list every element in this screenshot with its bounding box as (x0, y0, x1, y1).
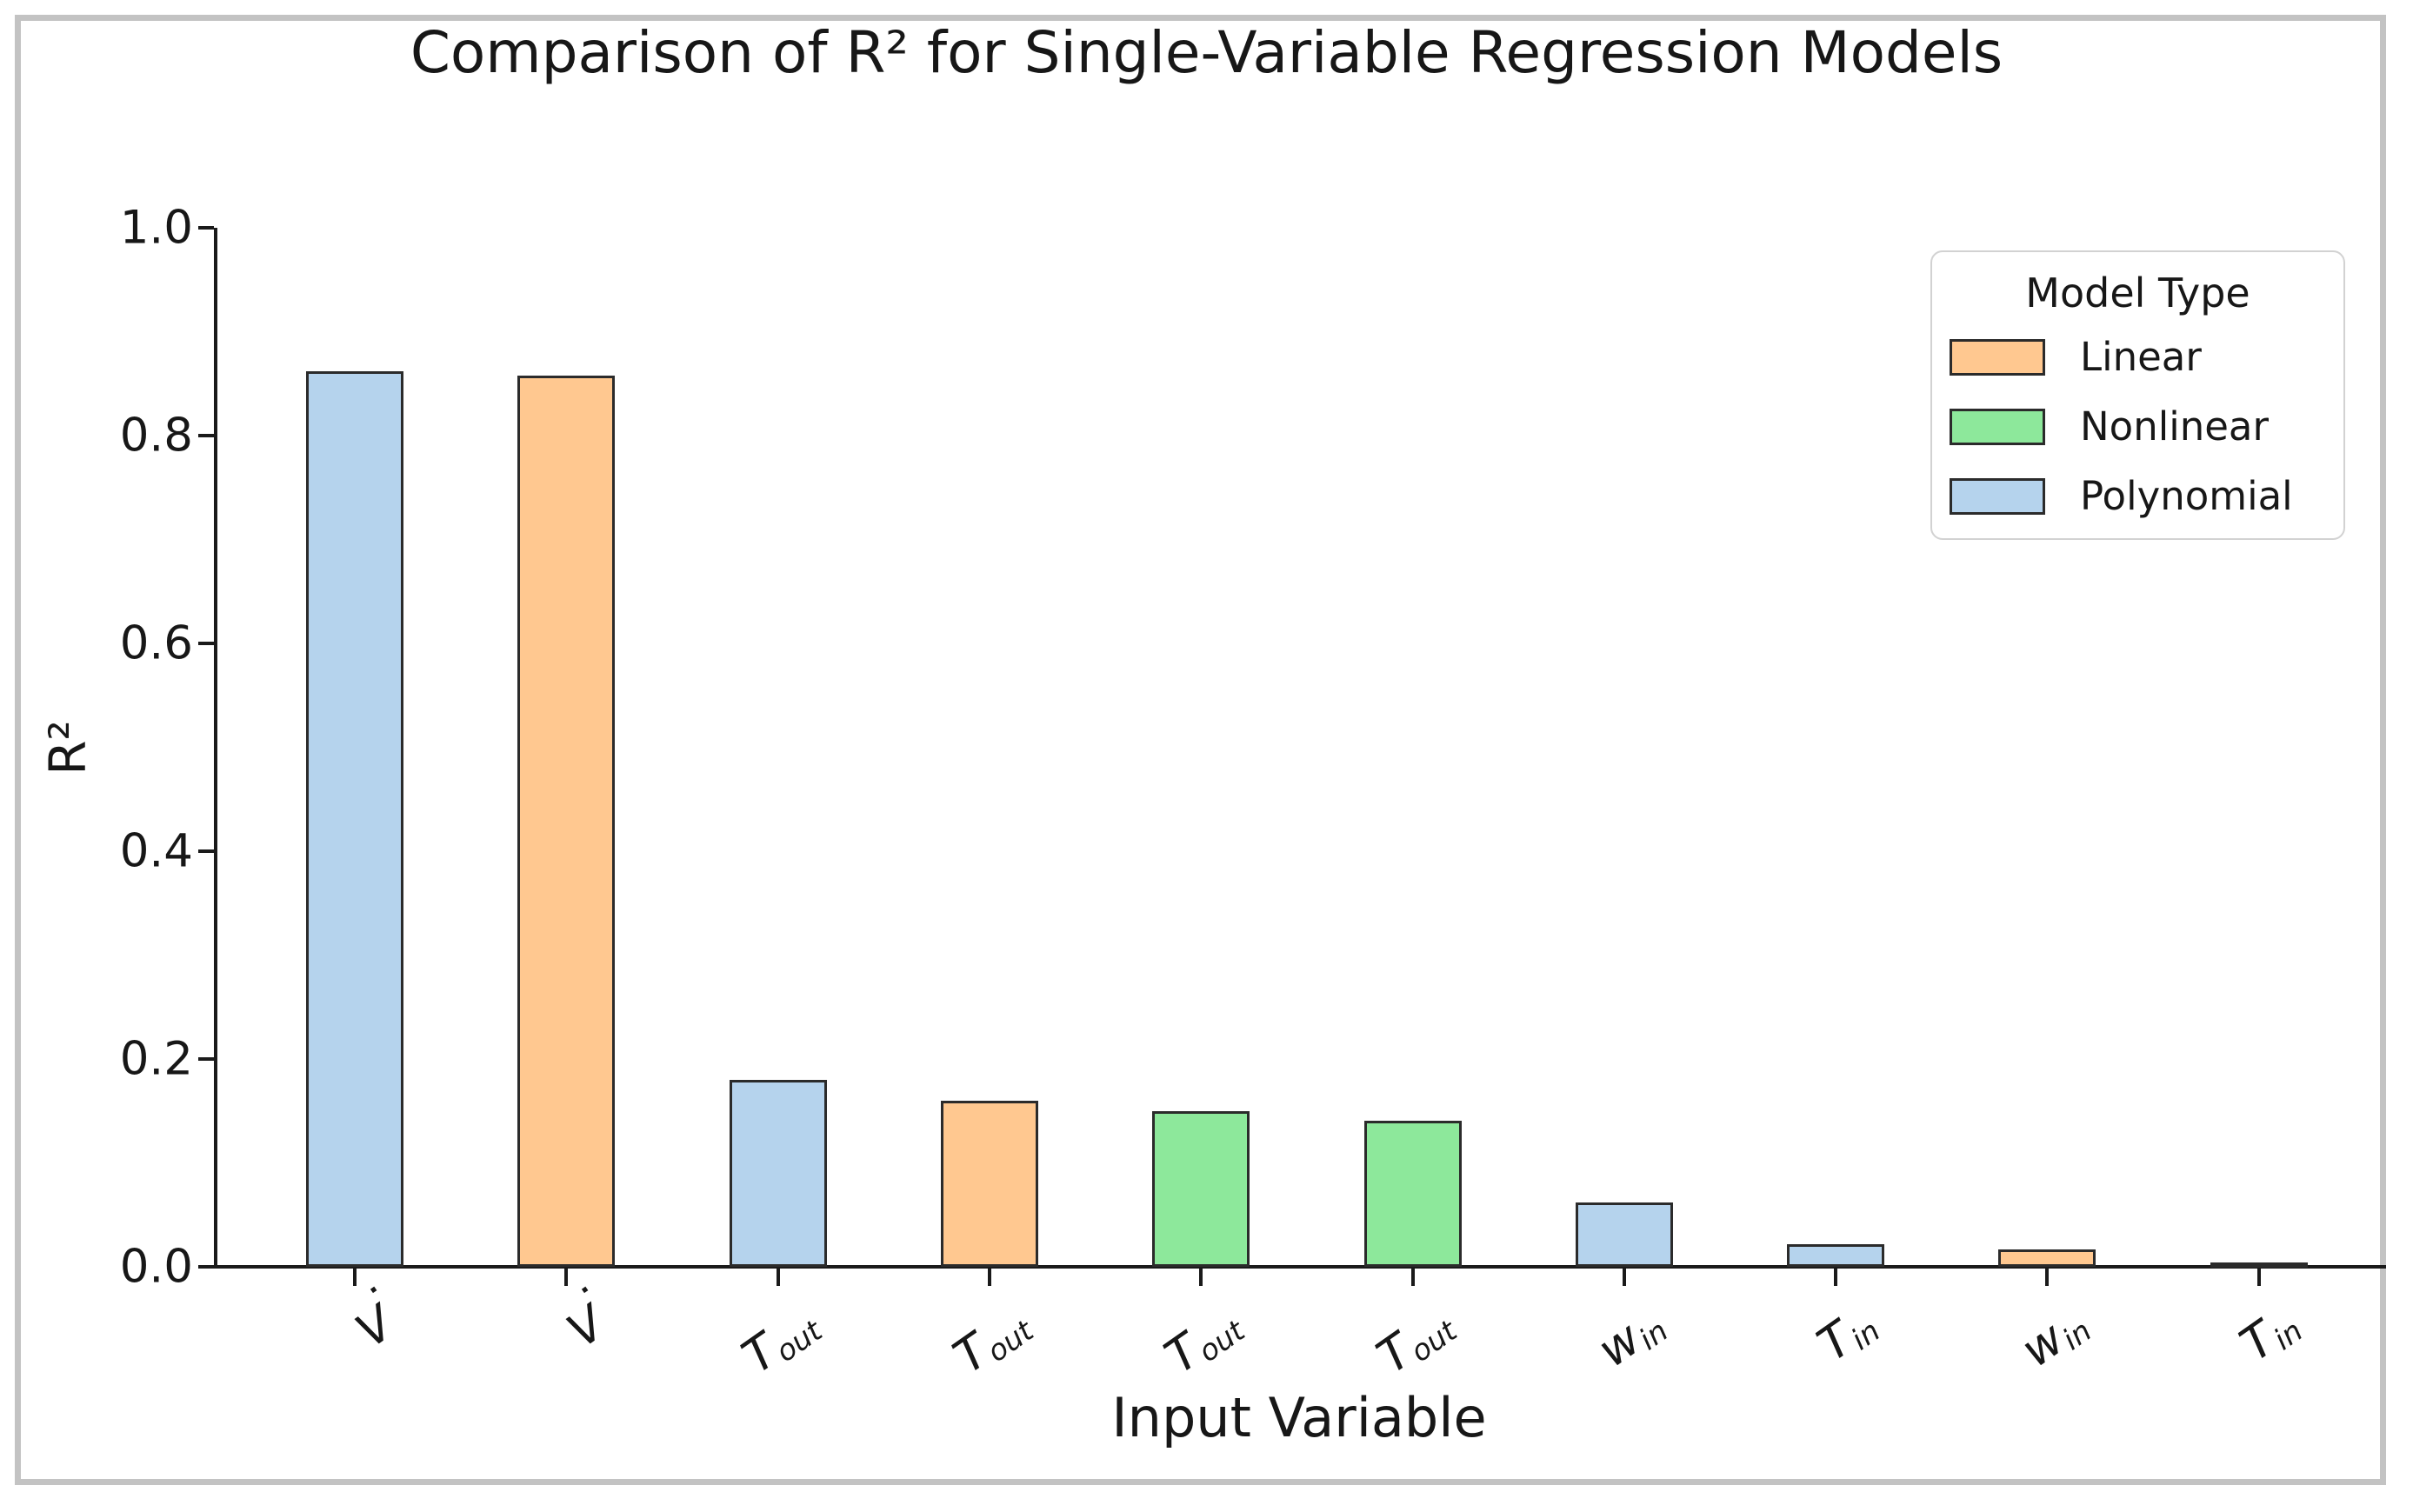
y-tick-mark (198, 849, 214, 853)
legend-swatch-linear (1950, 339, 2045, 376)
x-tick-mark (2256, 1269, 2261, 1286)
x-tick-mark (2045, 1269, 2050, 1286)
y-tick-mark (198, 1057, 214, 1061)
x-tick-mark (987, 1269, 991, 1286)
bar-T_out-linear (941, 1101, 1038, 1267)
y-tick-label: 0.4 (119, 824, 193, 878)
bar-T_in-linear (2210, 1262, 2308, 1268)
bar-T_out-polynomial (730, 1080, 827, 1267)
legend-label: Polynomial (2080, 473, 2293, 519)
y-tick-mark (198, 642, 214, 645)
x-tick-mark (353, 1269, 357, 1286)
x-tick-mark (1622, 1269, 1626, 1286)
x-tick-mark (1199, 1269, 1203, 1286)
y-tick-label: 0.8 (119, 409, 193, 463)
bar-T_out-nonlinear (1364, 1121, 1462, 1267)
legend-label: Linear (2080, 334, 2202, 380)
y-tick-label: 1.0 (119, 201, 193, 255)
x-tick-mark (1834, 1269, 1838, 1286)
bar-T_out-nonlinear (1152, 1111, 1250, 1267)
y-tick-label: 0.6 (119, 616, 193, 670)
legend-label: Nonlinear (2080, 403, 2270, 450)
bar-w_in-linear (1998, 1249, 2096, 1267)
y-axis-line (214, 228, 217, 1269)
y-tick-mark (198, 434, 214, 437)
legend-swatch-nonlinear (1950, 409, 2045, 445)
y-tick-label: 0.2 (119, 1032, 193, 1086)
y-axis-label: R² (38, 720, 97, 776)
bar-V̇-linear (517, 376, 615, 1267)
bar-V̇-polynomial (306, 371, 403, 1267)
bar-T_in-polynomial (1787, 1244, 1884, 1267)
legend-swatch-polynomial (1950, 478, 2045, 515)
bar-w_in-polynomial (1576, 1202, 1673, 1267)
x-tick-mark (776, 1269, 780, 1286)
x-axis-line (214, 1265, 2386, 1269)
x-axis-label: Input Variable (1111, 1386, 1487, 1449)
chart-title: Comparison of R² for Single-Variable Reg… (410, 19, 2003, 86)
y-tick-label: 0.0 (119, 1240, 193, 1294)
legend: Model Type Linear Nonlinear Polynomial (1930, 250, 2345, 540)
y-tick-mark (198, 226, 214, 230)
y-tick-mark (198, 1265, 214, 1269)
x-tick-mark (564, 1269, 569, 1286)
legend-title: Model Type (2025, 270, 2250, 316)
x-tick-mark (1410, 1269, 1415, 1286)
